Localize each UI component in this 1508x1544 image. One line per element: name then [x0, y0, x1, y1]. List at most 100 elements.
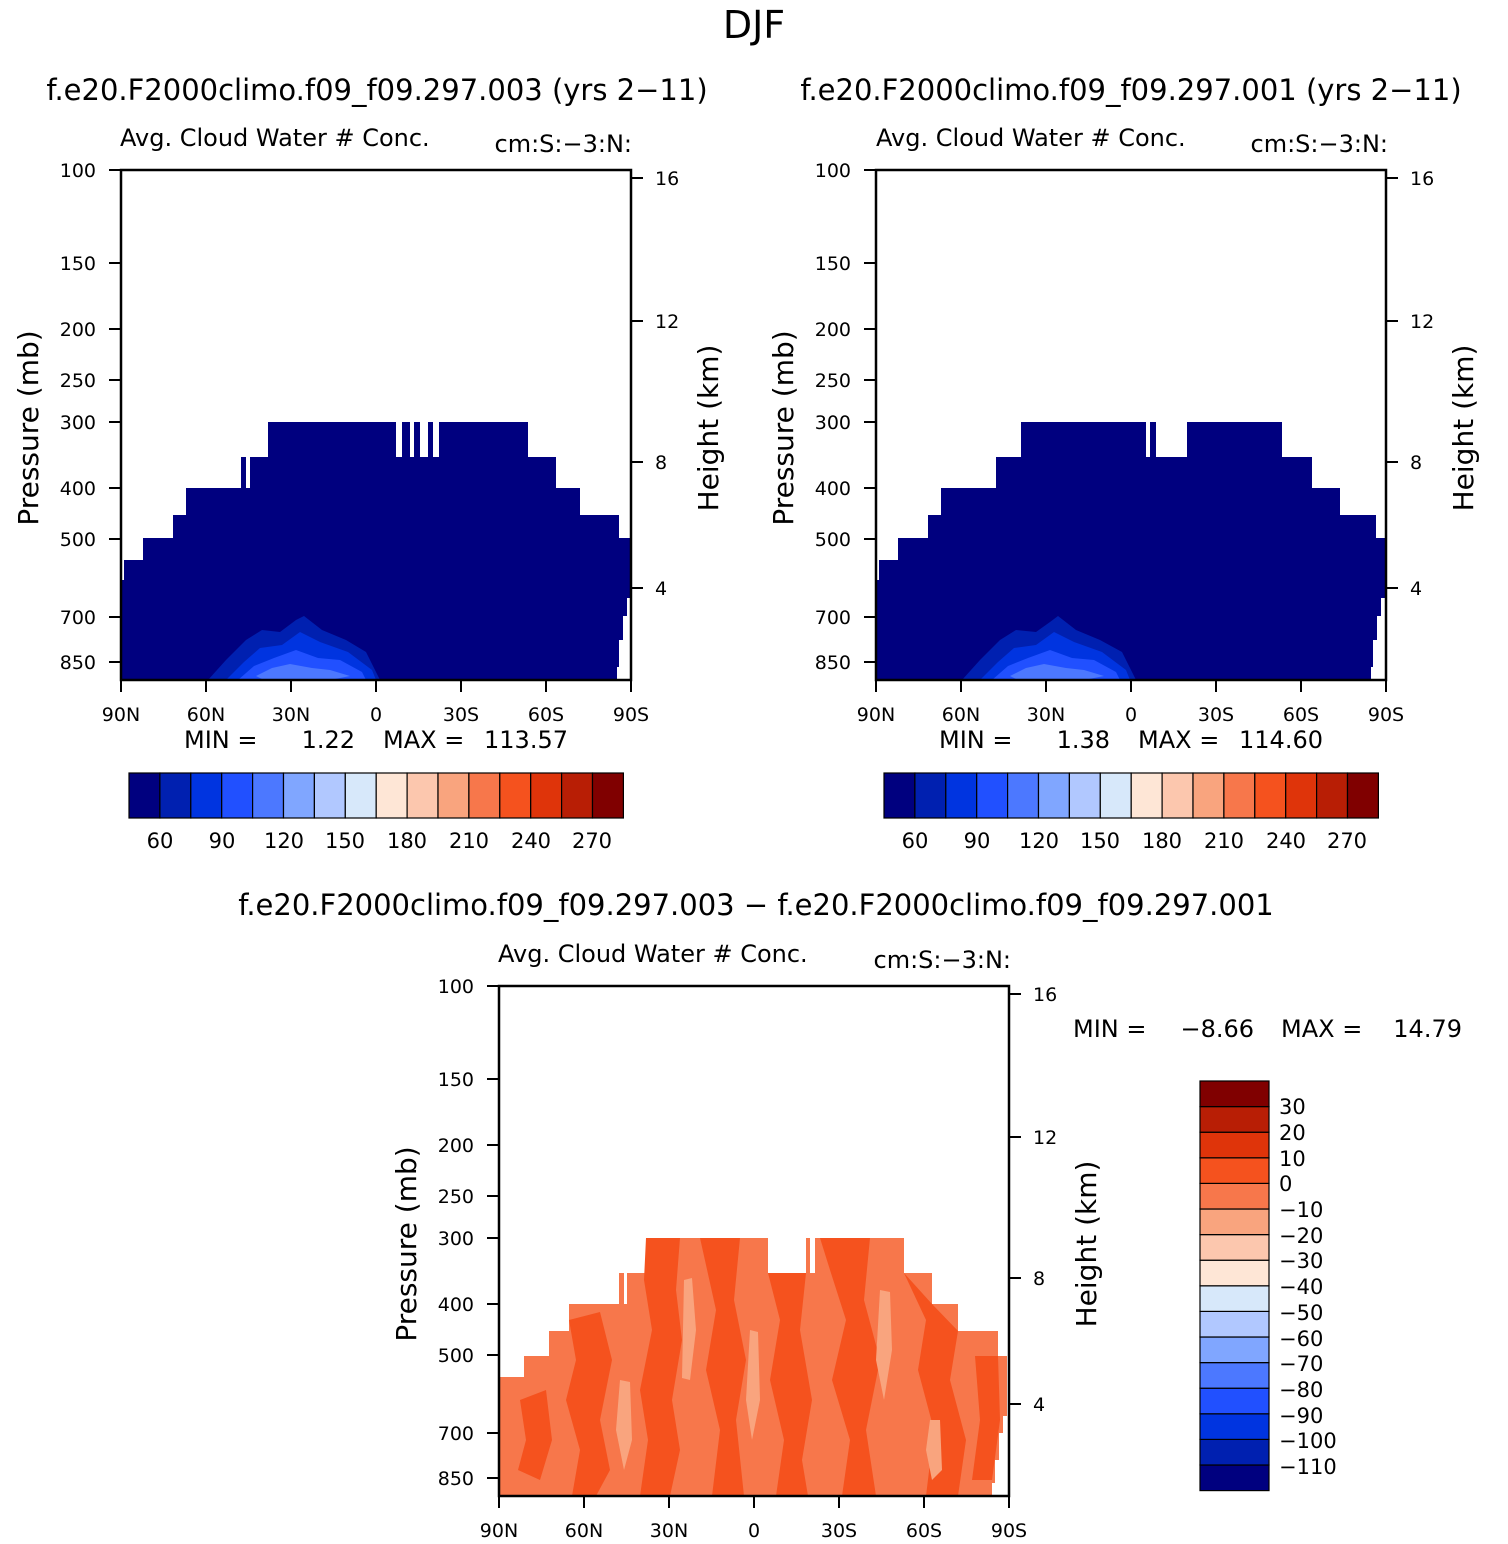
panel-left-colorbar-swatch [591, 772, 624, 819]
panel-diff-xtick: 60N [565, 1520, 603, 1542]
panel-left-title: f.e20.F2000climo.f09_f09.297.003 (yrs 2−… [46, 73, 707, 107]
panel-diff-colorbar-swatch [1199, 1208, 1270, 1236]
panel-diff-colorbar-swatch [1199, 1080, 1270, 1108]
panel-right-colorbar-swatch [1037, 772, 1070, 819]
panel-diff-xtick: 90S [991, 1520, 1027, 1542]
panel-right: f.e20.F2000climo.f09_f09.297.001 (yrs 2−… [767, 73, 1480, 853]
panel-right-colorbar-label: 240 [1266, 829, 1306, 853]
panel-left-ytick: 100 [60, 160, 96, 182]
panel-right-colorbar-labels: 60 90 120 150 180 210 240 270 [902, 829, 1367, 853]
panel-left-colorbar-swatch [313, 772, 346, 819]
panel-left-colorbar-swatch [468, 772, 501, 819]
panel-diff-ytick: 100 [438, 976, 474, 998]
panel-left-colorbar-swatch [406, 772, 439, 819]
panel-right-ytick: 250 [815, 370, 851, 392]
panel-left-minmax: MIN = 1.22 MAX = 113.57 [184, 726, 568, 754]
panel-diff-colorbar-label: −110 [1279, 1455, 1337, 1479]
panel-left-ytick: 150 [60, 253, 96, 275]
panel-diff-colorbar-label: −30 [1279, 1249, 1323, 1273]
panel-diff-ylabel: Pressure (mb) [390, 1146, 423, 1341]
panel-diff-ytick: 150 [438, 1069, 474, 1091]
panel-left-colorbar-label: 270 [572, 829, 612, 853]
panel-diff-colorbar-label: −40 [1279, 1275, 1323, 1299]
panel-diff-ytick: 850 [438, 1468, 474, 1490]
panel-left-ytick: 700 [60, 607, 96, 629]
panel-diff-colorbar-label: −100 [1279, 1429, 1337, 1453]
panel-diff-colorbar-label: −10 [1279, 1198, 1323, 1222]
panel-diff-xtick: 0 [748, 1520, 760, 1542]
panel-diff-minmax: MIN = −8.66 MAX = 14.79 [1073, 1015, 1462, 1043]
panel-right-xtick: 30S [1198, 704, 1234, 726]
panel-left-xtick: 0 [370, 704, 382, 726]
panel-right-ytick: 400 [815, 478, 851, 500]
panel-right-colorbar-swatch [883, 772, 916, 819]
panel-diff-colorbar-swatch [1199, 1131, 1270, 1159]
panel-right-min-label: MIN = [939, 726, 1012, 754]
panel-left-colorbar-label: 60 [147, 829, 174, 853]
panel-diff: f.e20.F2000climo.f09_f09.297.003 − f.e20… [238, 888, 1462, 1542]
panel-left-colorbar-label: 90 [209, 829, 236, 853]
panel-left-colorbar-swatch [437, 772, 470, 819]
panel-diff-min-label: MIN = [1073, 1015, 1146, 1043]
panel-right-ytick-right: 8 [1410, 452, 1422, 474]
panel-right-colorbar-label: 60 [902, 829, 929, 853]
panel-diff-colorbar-swatch [1199, 1361, 1270, 1389]
panel-right-colorbar-swatch [945, 772, 978, 819]
panel-diff-ytick: 700 [438, 1423, 474, 1445]
panel-left-xtick: 60S [528, 704, 564, 726]
panel-left-ytick: 300 [60, 412, 96, 434]
panel-left-yaxis: 100 150 200 250 300 400 500 700 850 Pres… [12, 160, 121, 674]
panel-diff-field-light [616, 1278, 942, 1480]
panel-left-ytick: 250 [60, 370, 96, 392]
panel-left-xtick: 90S [613, 704, 649, 726]
panel-left-colorbar-swatch [159, 772, 192, 819]
panel-left-xtick: 90N [102, 704, 140, 726]
panel-diff-colorbar-label: −90 [1279, 1404, 1323, 1428]
panel-right-ytick: 150 [815, 253, 851, 275]
panel-diff-max-label: MAX = [1281, 1015, 1362, 1043]
panel-diff-colorbar-swatch [1199, 1233, 1270, 1261]
panel-diff-colorbar-swatch [1199, 1105, 1270, 1133]
panel-left-colorbar-swatch [221, 772, 254, 819]
panel-left-yaxis-right: 16 12 8 4 Height (km) [631, 168, 725, 600]
panel-left-ylabel-right: Height (km) [692, 345, 725, 512]
panel-diff-ytick-right: 16 [1033, 984, 1057, 1006]
panel-diff-ytick: 200 [438, 1135, 474, 1157]
panel-left-field-base [121, 422, 631, 680]
panel-diff-yaxis-right: 16 12 8 4 Height (km) [1009, 984, 1103, 1416]
panel-right-xtick: 90S [1368, 704, 1404, 726]
panel-right-field-base [876, 422, 1386, 680]
panel-right-max-value: 114.60 [1239, 726, 1323, 754]
panel-left-units: cm:S:−3:N: [495, 130, 632, 158]
panel-right-colorbar-swatch [1285, 772, 1318, 819]
panel-diff-xtick: 30N [650, 1520, 688, 1542]
panel-right-ytick-right: 4 [1410, 578, 1422, 600]
panel-right-variable: Avg. Cloud Water # Conc. [876, 124, 1186, 152]
panel-right-colorbar-label: 90 [964, 829, 991, 853]
panel-left-colorbar-swatch [499, 772, 532, 819]
panel-right-xtick: 0 [1125, 704, 1137, 726]
panel-right-colorbar-swatch [1006, 772, 1040, 819]
panel-diff-colorbar-swatch [1199, 1438, 1270, 1466]
panel-left-colorbar-labels: 60 90 120 150 180 210 240 270 [147, 829, 612, 853]
panel-diff-colorbar-swatch [1199, 1413, 1270, 1441]
panel-right-ylabel: Pressure (mb) [767, 330, 800, 525]
panel-diff-field-positive [518, 1238, 1000, 1496]
panel-left-xaxis: 90N 60N 30N 0 30S 60S 90S [102, 680, 649, 726]
panel-diff-xtick: 30S [821, 1520, 857, 1542]
panel-left-colorbar-swatch [344, 772, 377, 819]
panel-right-ytick: 200 [815, 319, 851, 341]
panel-right-colorbar-swatch [1068, 772, 1101, 819]
panel-right-colorbar-swatch [1161, 772, 1194, 819]
panel-diff-ytick-right: 12 [1033, 1127, 1057, 1149]
panel-left-colorbar-swatch [190, 772, 223, 819]
panel-right-colorbar-label: 180 [1142, 829, 1182, 853]
panel-diff-colorbar-label: 30 [1279, 1095, 1306, 1119]
panel-right-ytick-right: 16 [1410, 168, 1434, 190]
panel-left-colorbar-swatch [252, 772, 285, 819]
panel-diff-ytick: 500 [438, 1345, 474, 1367]
panel-right-field-lev5 [1010, 664, 1104, 680]
panel-left-colorbar-swatch [375, 772, 408, 819]
panel-diff-variable: Avg. Cloud Water # Conc. [498, 940, 808, 968]
